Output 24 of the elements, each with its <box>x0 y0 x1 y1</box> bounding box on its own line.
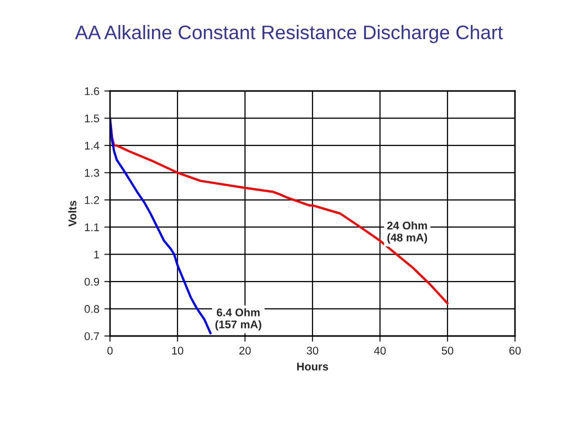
y-axis-title: Volts <box>68 200 76 227</box>
x-tick-label: 40 <box>374 346 386 355</box>
series-label: 24 Ohm (48 mA) <box>387 221 428 244</box>
y-tick-label: 1.6 <box>84 87 100 96</box>
chart-title: AA Alkaline Constant Resistance Discharge Chart <box>75 25 503 44</box>
series-label: 6.4 Ohm (157 mA) <box>215 308 262 331</box>
y-tick-label: 1.3 <box>84 168 100 177</box>
x-tick-label: 20 <box>239 346 251 355</box>
y-tick-label: 0.8 <box>84 305 100 313</box>
x-tick-label: 30 <box>306 346 318 355</box>
line-series <box>110 117 449 304</box>
y-tick-label: 0.7 <box>84 332 100 340</box>
y-tick-label: 1.4 <box>84 142 100 150</box>
x-tick-label: 0 <box>107 346 113 355</box>
y-tick-label: 1 <box>94 250 100 258</box>
y-tick-label: 1.2 <box>84 196 100 204</box>
y-tick-label: 1.1 <box>84 223 100 232</box>
x-tick-label: 50 <box>442 346 454 355</box>
y-tick-label: 0.9 <box>84 278 100 286</box>
x-tick-label: 10 <box>172 346 184 355</box>
x-axis-title: Hours <box>297 362 328 370</box>
y-tick-label: 1.5 <box>84 114 100 122</box>
x-tick-label: 60 <box>509 346 521 355</box>
line-series <box>110 117 212 334</box>
